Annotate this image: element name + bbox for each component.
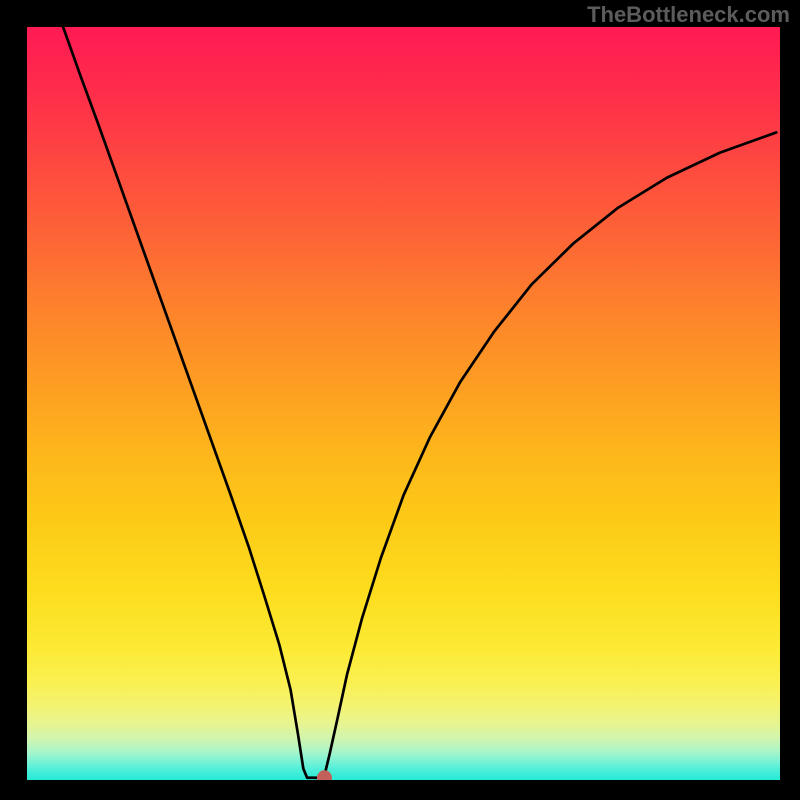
watermark-text: TheBottleneck.com [587, 2, 790, 28]
gradient-background [27, 27, 780, 780]
chart-svg [27, 27, 780, 780]
chart-container: TheBottleneck.com [0, 0, 800, 800]
plot-area [27, 27, 780, 780]
